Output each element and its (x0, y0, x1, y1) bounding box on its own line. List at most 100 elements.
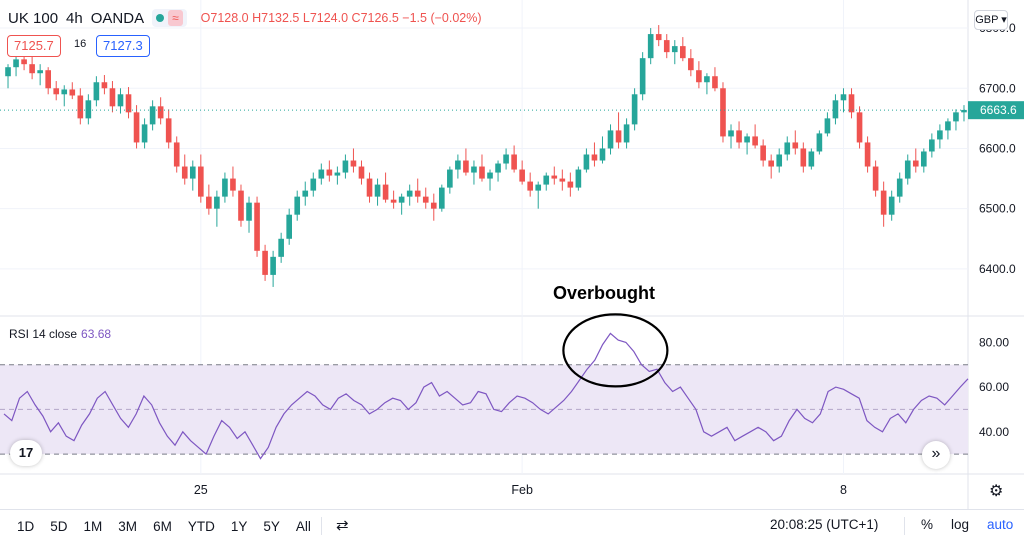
overbought-label: Overbought (553, 283, 655, 303)
candle-body (479, 166, 485, 179)
candle-body (45, 70, 51, 89)
candle-body (921, 151, 927, 167)
rsi-legend[interactable]: RSI 14 close 63.68 (9, 327, 111, 341)
candle-body (712, 76, 718, 89)
candle-body (647, 34, 654, 59)
candle-body (310, 178, 317, 191)
interval-label[interactable]: 4h (66, 9, 83, 27)
auto-scale-toggle[interactable]: auto (987, 517, 1014, 532)
candle-body (85, 100, 92, 119)
candle-body (149, 106, 156, 125)
candle-body (937, 130, 943, 140)
symbol-header: UK 100 4h OANDA ≈ O7128.0 H7132.5 L7124.… (8, 9, 482, 27)
candle-body (141, 124, 148, 143)
candle-body (173, 142, 180, 167)
spread-value: 16 (74, 38, 87, 50)
candle-body (398, 196, 405, 203)
candle-body (535, 184, 542, 191)
candle-body (326, 169, 333, 176)
candle-body (519, 169, 525, 182)
candle-body (896, 178, 903, 197)
candle-body (945, 121, 951, 131)
price-tick-label: 6400.0 (979, 262, 1016, 276)
toolbar-divider (321, 517, 322, 535)
candle-body (961, 109, 967, 113)
percent-scale-toggle[interactable]: % (921, 517, 934, 532)
candle-body (663, 40, 670, 53)
candle-body (864, 142, 871, 167)
candle-body (270, 256, 276, 275)
candle-body (784, 142, 791, 155)
candle-body (230, 178, 236, 191)
sell-price-button[interactable]: 7125.7 (7, 35, 61, 57)
candle-body (527, 181, 533, 191)
candle-body (294, 196, 301, 215)
candle-body (29, 64, 35, 74)
candle-body (487, 172, 493, 179)
candle-body (342, 160, 349, 173)
symbol-name[interactable]: UK 100 (8, 9, 59, 27)
candle-body (157, 106, 164, 119)
candle-body (495, 163, 501, 173)
tradingview-logo-icon[interactable]: 17 (10, 440, 42, 466)
currency-select[interactable]: GBP ▾ (974, 10, 1008, 30)
timeframe-5y[interactable]: 5Y (263, 519, 280, 534)
timeframe-5d[interactable]: 5D (50, 519, 68, 534)
timeframe-1m[interactable]: 1M (83, 519, 103, 534)
timeframe-all[interactable]: All (295, 519, 311, 534)
candle-body (366, 178, 373, 197)
price-tick-label: 6700.0 (979, 81, 1016, 95)
clock-timezone[interactable]: 20:08:25 (UTC+1) (770, 517, 879, 532)
candle-body (117, 94, 124, 107)
candle-body (262, 250, 268, 275)
candle-body (551, 175, 558, 179)
scroll-to-realtime-button[interactable]: » (922, 441, 950, 469)
candle-body (455, 160, 461, 170)
candle-body (206, 196, 212, 209)
candle-body (704, 76, 710, 83)
candle-body (390, 199, 397, 203)
timeframe-3m[interactable]: 3M (118, 519, 138, 534)
candle-body (880, 190, 887, 215)
timeframe-1y[interactable]: 1Y (230, 519, 248, 534)
gear-icon[interactable]: ⚙ (989, 483, 1004, 500)
candle-body (463, 160, 469, 173)
candle-body (688, 58, 694, 71)
candle-body (350, 160, 357, 167)
price-tick-label: 6600.0 (979, 141, 1016, 155)
exchange-label[interactable]: OANDA (90, 9, 145, 27)
candle-body (69, 89, 76, 96)
candle-body (382, 184, 389, 200)
candle-body (198, 166, 204, 197)
candle-body (671, 46, 678, 53)
status-pill[interactable]: ≈ (152, 9, 187, 27)
rsi-tick-label: 40.00 (979, 425, 1009, 439)
candle-body (5, 67, 11, 77)
candle-body (53, 88, 60, 95)
timeframe-6m[interactable]: 6M (153, 519, 172, 534)
candle-body (439, 187, 445, 209)
compare-icon[interactable]: ⇄ (336, 517, 349, 534)
candle-body (575, 169, 582, 188)
buy-price-button[interactable]: 7127.3 (96, 35, 150, 57)
candle-body (246, 202, 252, 221)
candle-body (680, 46, 686, 59)
candle-body (511, 154, 517, 170)
candle-body (214, 196, 220, 209)
candle-body (623, 124, 630, 143)
candle-body (101, 82, 108, 89)
rsi-name: RSI 14 close (9, 327, 78, 341)
candle-body (318, 169, 325, 179)
candle-body (334, 172, 341, 176)
candle-body (165, 118, 172, 143)
log-scale-toggle[interactable]: log (951, 517, 970, 532)
candle-body (189, 166, 196, 179)
timeframe-1d[interactable]: 1D (17, 519, 35, 534)
candle-body (929, 139, 935, 152)
timeframe-ytd[interactable]: YTD (187, 519, 215, 534)
candle-body (93, 82, 100, 101)
candle-body (21, 59, 27, 65)
candle-body (583, 154, 590, 170)
candle-body (358, 166, 365, 179)
